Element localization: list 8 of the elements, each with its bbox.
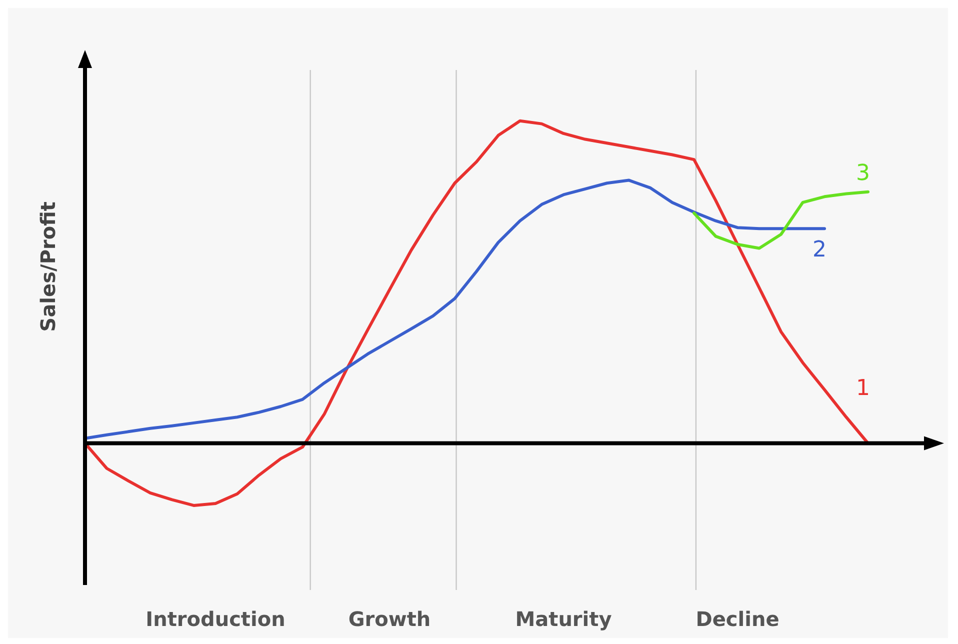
x-tick-label: Decline [696, 607, 780, 631]
series-label: 3 [856, 160, 870, 186]
y-axis-title: Sales/Profit [36, 201, 60, 332]
x-tick-label: Introduction [146, 607, 286, 631]
series-label: 2 [812, 238, 826, 263]
x-tick-label: Growth [348, 607, 431, 631]
series-label: 1 [856, 376, 870, 402]
x-tick-label: Maturity [515, 607, 612, 631]
